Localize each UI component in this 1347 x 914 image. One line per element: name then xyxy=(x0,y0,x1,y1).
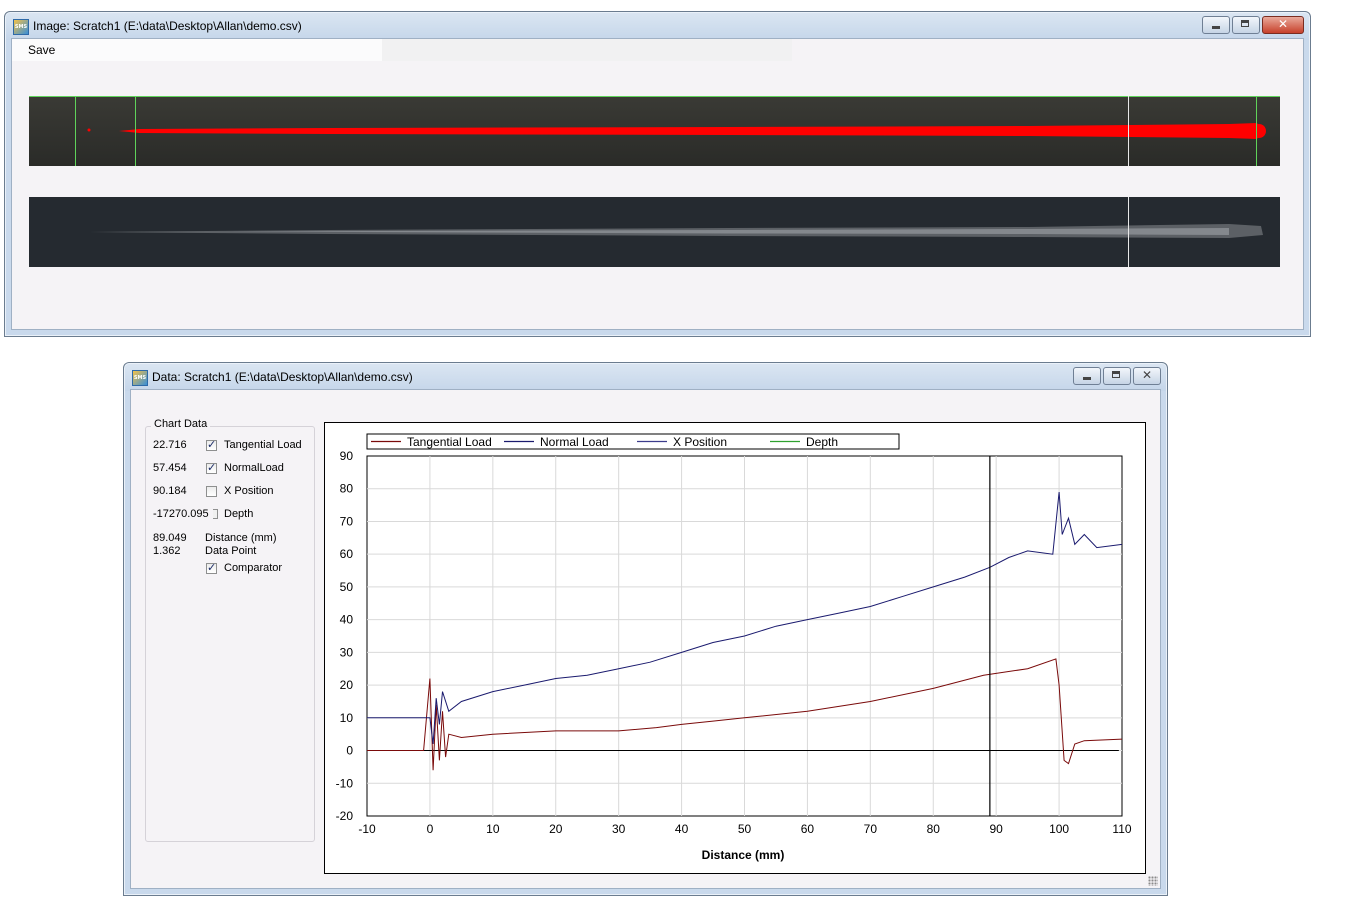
menu-bar: Save xyxy=(12,39,792,61)
menu-bar-spacer xyxy=(382,39,792,61)
series-label: X Position xyxy=(224,485,274,497)
maximize-icon xyxy=(1112,371,1120,378)
series-label: Tangential Load xyxy=(224,439,302,451)
minimize-icon xyxy=(1212,26,1220,29)
x-tick-label: 60 xyxy=(801,822,815,836)
chart-lines xyxy=(367,456,1123,816)
x-position-checkbox[interactable] xyxy=(206,486,217,497)
x-axis-label: Distance (mm) xyxy=(702,848,785,862)
legend-entry: Depth xyxy=(806,435,838,449)
datapoint-label: Data Point xyxy=(205,545,257,557)
legend-entry: Normal Load xyxy=(540,435,609,449)
scratch-image-overlay[interactable] xyxy=(29,96,1280,166)
data-window: SMS Data: Scratch1 (E:\data\Desktop\Alla… xyxy=(123,362,1168,896)
close-icon: ✕ xyxy=(1277,17,1289,31)
image-window-titlebar[interactable]: SMS Image: Scratch1 (E:\data\Desktop\All… xyxy=(5,12,1310,38)
x-tick-label: 30 xyxy=(612,822,626,836)
distance-value: 89.049 xyxy=(153,532,187,544)
chart-data-group-title: Chart Data xyxy=(151,418,211,430)
distance-label: Distance (mm) xyxy=(205,532,277,544)
normal-load-checkbox[interactable]: ✓ xyxy=(206,461,217,474)
x-tick-label: 40 xyxy=(675,822,689,836)
maximize-button[interactable] xyxy=(1232,16,1260,34)
image-window-client: Save xyxy=(11,38,1304,330)
line-chart[interactable]: -10 0 10 20 30 40 50 60 70 80 90 100 110908070605040… xyxy=(325,423,1145,873)
y-tick-label: -10 xyxy=(336,776,354,790)
scratch-overlay-graphic xyxy=(29,96,1280,166)
x-tick-label: 10 xyxy=(486,822,500,836)
chart-area[interactable]: -10 0 10 20 30 40 50 60 70 80 90 100 110 90 80 70 60 50 40… xyxy=(324,422,1146,874)
series-value: 57.454 xyxy=(153,462,187,474)
checkmark-icon: ✓ xyxy=(207,461,217,474)
chart-data-group xyxy=(145,426,315,842)
chart-legend: Tangential Load Normal Load X Position Dept… xyxy=(366,433,900,450)
scratch-trace xyxy=(119,123,1263,139)
tangential-load-checkbox[interactable]: ✓ xyxy=(206,438,217,451)
data-window-client: Chart Data 22.716 ✓ Tangential Load 57.4… xyxy=(130,389,1161,889)
series-line-0 xyxy=(367,658,1123,771)
x-tick-label: 80 xyxy=(927,822,941,836)
y-tick-label: 0 xyxy=(346,744,353,758)
close-button[interactable]: ✕ xyxy=(1262,16,1304,34)
maximize-icon xyxy=(1241,20,1249,27)
datapoint-value: 1.362 xyxy=(153,545,181,557)
checkmark-icon: ✓ xyxy=(207,561,217,574)
y-tick-label: -20 xyxy=(336,809,354,823)
legend-entry: X Position xyxy=(673,435,727,449)
y-tick-label: 20 xyxy=(340,678,354,692)
x-tick-label: 20 xyxy=(549,822,563,836)
maximize-button[interactable] xyxy=(1103,367,1131,385)
y-tick-label: 10 xyxy=(340,711,354,725)
x-tick-label: 50 xyxy=(738,822,752,836)
save-menu-item[interactable]: Save xyxy=(28,43,56,57)
close-button[interactable]: ✕ xyxy=(1133,367,1161,385)
y-tick-label: 90 xyxy=(340,449,354,463)
depth-checkbox[interactable] xyxy=(213,509,218,519)
image-window: SMS Image: Scratch1 (E:\data\Desktop\All… xyxy=(4,11,1311,337)
series-value: 90.184 xyxy=(153,485,187,497)
y-tick-label: 70 xyxy=(340,514,354,528)
y-tick-label: 60 xyxy=(340,547,354,561)
resize-grip[interactable] xyxy=(1148,876,1158,886)
series-label: NormalLoad xyxy=(224,462,284,474)
minimize-button[interactable] xyxy=(1202,16,1230,34)
series-value: -17270.095 xyxy=(153,508,209,520)
data-window-titlebar[interactable]: SMS Data: Scratch1 (E:\data\Desktop\Alla… xyxy=(124,363,1167,389)
y-tick-label: 40 xyxy=(340,613,354,627)
comparator-label: Comparator xyxy=(224,562,283,574)
y-tick-label: 80 xyxy=(340,482,354,496)
sms-app-icon: SMS xyxy=(13,19,29,35)
x-tick-label: 100 xyxy=(1049,822,1069,836)
x-tick-label: 110 xyxy=(1112,822,1131,836)
y-tick-label: 30 xyxy=(340,645,354,659)
checkmark-icon: ✓ xyxy=(207,438,217,451)
x-tick-label: -10 xyxy=(358,822,376,836)
y-tick-label: 50 xyxy=(340,580,354,594)
x-tick-label: 90 xyxy=(989,822,1003,836)
scratch-micrograph-graphic xyxy=(29,197,1280,267)
sms-app-icon: SMS xyxy=(132,370,148,386)
chart-ticks: -10 0 10 20 30 40 50 60 70 80 90 100 110908070605040… xyxy=(336,449,1132,836)
series-line-1 xyxy=(367,491,1123,745)
scratch-micrograph[interactable] xyxy=(29,197,1280,267)
legend-entry: Tangential Load xyxy=(407,435,492,449)
x-tick-label: 70 xyxy=(864,822,878,836)
series-label: Depth xyxy=(224,508,254,520)
minimize-button[interactable] xyxy=(1073,367,1101,385)
comparator-checkbox[interactable]: ✓ xyxy=(206,561,217,574)
legend-frame xyxy=(366,433,900,450)
series-value: 22.716 xyxy=(153,439,187,451)
minimize-icon xyxy=(1083,377,1091,380)
image-window-title: Image: Scratch1 (E:\data\Desktop\Allan\d… xyxy=(33,19,302,33)
x-tick-label: 0 xyxy=(427,822,434,836)
data-window-title: Data: Scratch1 (E:\data\Desktop\Allan\de… xyxy=(152,370,413,384)
close-icon: ✕ xyxy=(1141,368,1153,382)
